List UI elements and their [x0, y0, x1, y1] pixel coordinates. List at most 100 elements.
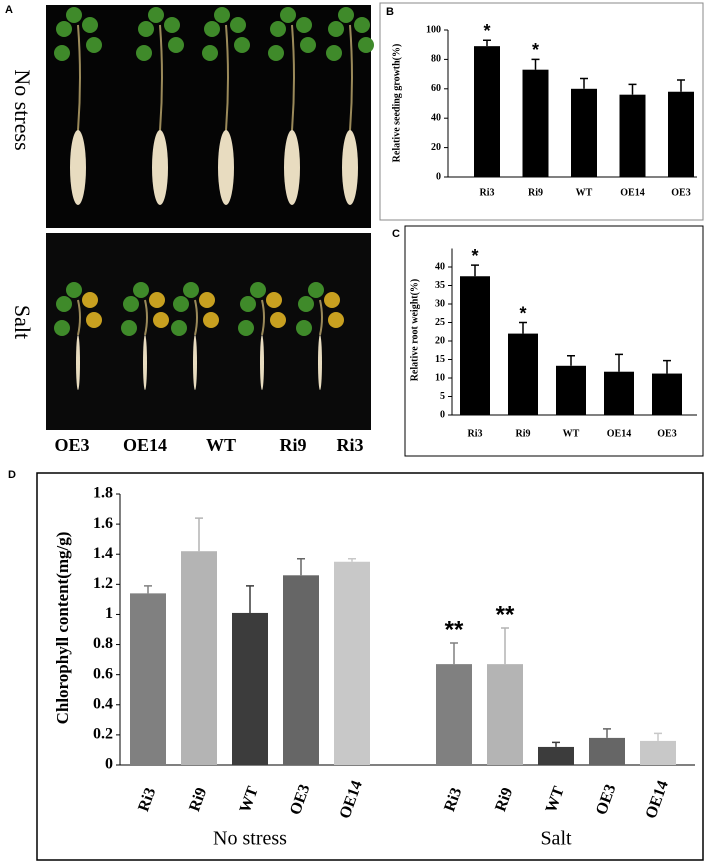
- plant-leaf: [173, 296, 189, 312]
- x-tick-label: OE14: [337, 778, 366, 821]
- plant-stem: [77, 299, 81, 336]
- plant-leaf: [300, 37, 316, 53]
- genotype-label: OE3: [54, 435, 89, 455]
- plant-leaf: [328, 21, 344, 37]
- bar: [436, 664, 472, 765]
- bar: [652, 373, 682, 415]
- plant-leaf: [138, 21, 154, 37]
- plant-root: [143, 335, 147, 390]
- bar: [460, 276, 490, 415]
- x-tick-label: OE14: [620, 187, 644, 198]
- significance: **: [496, 601, 515, 628]
- y-tick-label: 0: [436, 171, 441, 182]
- plant-leaf: [148, 7, 164, 23]
- group-label: No stress: [213, 828, 287, 850]
- y-tick-label: 35: [435, 280, 445, 291]
- x-tick-label: Ri9: [528, 187, 543, 198]
- error-bar: [483, 39, 491, 47]
- y-axis-label: Relative root weight(%): [409, 279, 420, 382]
- error-bar: [615, 353, 623, 372]
- photo-salt: [46, 233, 371, 430]
- error-bar: [348, 557, 356, 562]
- plant-leaf: [66, 282, 82, 298]
- x-tick-label: WT: [576, 187, 593, 198]
- significance: *: [483, 21, 490, 41]
- plant-root: [284, 130, 300, 205]
- error-bar: [654, 732, 662, 741]
- y-tick-label: 0.6: [93, 665, 113, 682]
- bar: [522, 69, 549, 177]
- x-tick-label: Ri9: [492, 786, 516, 814]
- y-tick-label: 0.4: [93, 695, 113, 712]
- panel-frame: [379, 2, 704, 221]
- plant-leaf: [54, 320, 70, 336]
- plant-leaf: [86, 312, 102, 328]
- y-tick-label: 1.6: [93, 515, 113, 532]
- plant-leaf: [296, 17, 312, 33]
- plant-leaf: [204, 21, 220, 37]
- error-bar: [471, 264, 479, 277]
- y-tick-label: 25: [435, 317, 445, 328]
- plant-root: [152, 130, 168, 205]
- plant-root: [193, 335, 197, 390]
- plant-leaf: [296, 320, 312, 336]
- plant-root: [76, 335, 80, 390]
- y-tick-label: 0: [440, 409, 445, 420]
- plant-leaf: [56, 21, 72, 37]
- plant-leaf: [234, 37, 250, 53]
- bar: [334, 561, 370, 765]
- y-tick-label: 10: [435, 372, 445, 383]
- plant-leaf: [280, 7, 296, 23]
- genotype-label: Ri9: [280, 435, 307, 455]
- bar: [474, 46, 500, 177]
- error-bar: [603, 728, 611, 738]
- plant-leaf: [298, 296, 314, 312]
- x-tick-label: OE3: [593, 782, 620, 817]
- plant-leaf: [153, 312, 169, 328]
- bar: [181, 551, 217, 765]
- row-label: Salt: [10, 305, 35, 339]
- x-tick-label: Ri3: [441, 786, 465, 814]
- x-tick-label: OE3: [657, 428, 676, 439]
- y-tick-label: 80: [431, 54, 441, 65]
- plant-leaf: [82, 292, 98, 308]
- bar: [668, 91, 694, 177]
- x-tick-label: Ri3: [480, 187, 495, 198]
- error-bar: [519, 321, 527, 334]
- plant-root: [218, 130, 234, 205]
- y-tick-label: 5: [440, 391, 445, 402]
- plant-stem: [225, 24, 229, 131]
- significance: *: [471, 246, 478, 266]
- y-tick-label: 20: [431, 142, 441, 153]
- error-bar: [628, 83, 637, 95]
- plant-stem: [194, 299, 198, 336]
- error-bar: [450, 642, 458, 665]
- y-tick-label: 0.2: [93, 726, 113, 743]
- plant-leaf: [238, 320, 254, 336]
- error-bar: [246, 585, 254, 613]
- x-tick-label: OE14: [607, 428, 631, 439]
- plant-leaf: [82, 17, 98, 33]
- group-label: Salt: [540, 828, 572, 850]
- x-tick-label: OE3: [671, 187, 690, 198]
- plant-leaf: [136, 45, 152, 61]
- plant-stem: [77, 24, 81, 131]
- genotype-label: Ri3: [337, 435, 364, 455]
- panel-frame: [404, 225, 704, 457]
- panel-label: B: [386, 6, 394, 18]
- plant-leaf: [56, 296, 72, 312]
- y-tick-label: 60: [431, 83, 441, 94]
- plant-leaf: [354, 17, 370, 33]
- bar: [619, 94, 646, 177]
- plant-leaf: [324, 292, 340, 308]
- plant-leaf: [168, 37, 184, 53]
- plant-leaf: [164, 17, 180, 33]
- bar: [640, 740, 676, 765]
- error-bar: [663, 359, 671, 374]
- plant-root: [318, 335, 322, 390]
- bar: [487, 664, 523, 765]
- plant-stem: [144, 299, 148, 336]
- plant-leaf: [54, 45, 70, 61]
- y-axis-label: Relative seeding growth(%): [391, 44, 402, 163]
